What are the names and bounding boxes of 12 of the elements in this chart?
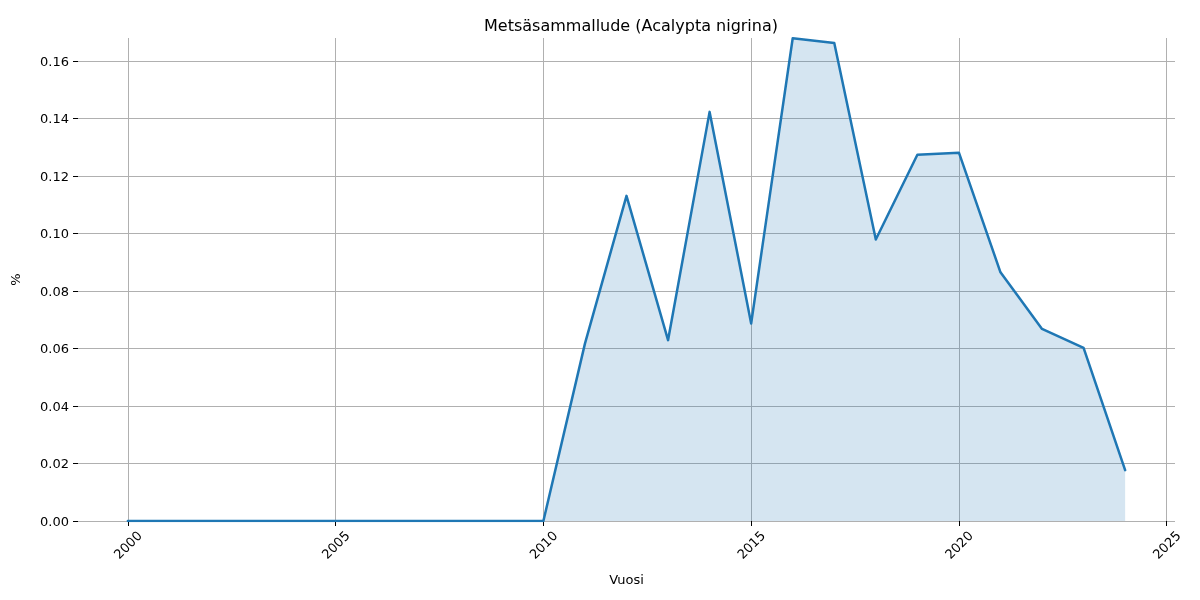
y-axis-title: % xyxy=(8,273,23,286)
y-tick-label: 0.04 xyxy=(40,398,69,414)
y-tick-label: 0.00 xyxy=(40,513,69,529)
y-tick-label: 0.16 xyxy=(40,53,69,69)
y-tick-label: 0.10 xyxy=(40,226,69,241)
chart-title: Metsäsammallude (Acalypta nigrina) xyxy=(484,15,778,35)
y-tick-label: 0.06 xyxy=(40,341,69,356)
x-axis-title: Vuosi xyxy=(609,572,644,587)
y-tick-label: 0.08 xyxy=(40,283,69,299)
y-tick-label: 0.02 xyxy=(40,456,69,471)
y-tick-label: 0.14 xyxy=(40,111,69,126)
y-tick-label: 0.12 xyxy=(40,168,69,184)
